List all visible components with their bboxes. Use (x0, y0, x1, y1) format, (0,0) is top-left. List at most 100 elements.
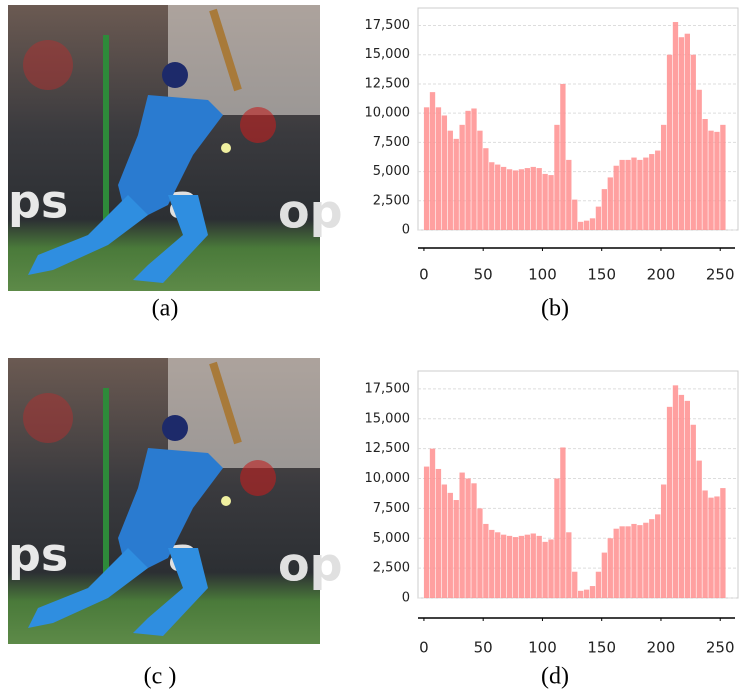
bar (596, 572, 601, 598)
x-tick-label: 50 (474, 266, 493, 284)
x-tick-label: 200 (647, 639, 676, 657)
x-tick-label: 100 (528, 266, 557, 284)
y-tick-label: 5,000 (373, 164, 410, 179)
bar (436, 107, 441, 230)
bar (619, 526, 624, 598)
bar (525, 168, 530, 230)
bar (448, 131, 453, 230)
bar (519, 169, 524, 230)
bar (661, 125, 666, 230)
bar (614, 166, 619, 230)
bar (483, 524, 488, 598)
bar (673, 385, 678, 598)
bar (667, 407, 672, 598)
y-tick-label: 15,000 (365, 411, 411, 426)
bar (584, 221, 589, 230)
photo-a (8, 5, 343, 291)
x-tick-label: 0 (419, 639, 429, 657)
bar (507, 169, 512, 230)
y-tick-label: 0 (402, 223, 410, 238)
bar (637, 160, 642, 230)
bar (489, 530, 494, 598)
bar (566, 160, 571, 230)
bar (708, 498, 713, 598)
y-tick-label: 17,500 (365, 381, 411, 396)
bar (702, 490, 707, 598)
bar (489, 162, 494, 230)
bar (578, 222, 583, 230)
bar (572, 572, 577, 598)
bar (483, 148, 488, 230)
bar (667, 55, 672, 230)
bar (602, 189, 607, 230)
bar (459, 473, 464, 598)
bar (548, 539, 553, 598)
bar (525, 535, 530, 598)
bar (501, 535, 506, 598)
bar (495, 532, 500, 598)
bar (643, 158, 648, 230)
bar (560, 447, 565, 598)
bar (602, 553, 607, 598)
bar (679, 395, 684, 598)
y-tick-label: 2,500 (373, 561, 410, 576)
bar (625, 526, 630, 598)
x-tick-label: 50 (474, 639, 493, 657)
bar (572, 200, 577, 230)
bar (501, 167, 506, 230)
bar (643, 523, 648, 598)
bar (513, 170, 518, 230)
bar (554, 125, 559, 230)
bar (560, 84, 565, 230)
bar (531, 167, 536, 230)
x-tick-label: 200 (647, 266, 676, 284)
bar (649, 154, 654, 230)
bar (584, 590, 589, 598)
bar (548, 175, 553, 230)
bar (673, 22, 678, 230)
y-tick-label: 0 (402, 591, 410, 606)
bar (430, 449, 435, 598)
bar (619, 160, 624, 230)
y-tick-label: 10,000 (365, 106, 411, 121)
bar (424, 107, 429, 230)
bar (685, 401, 690, 598)
x-tick-label: 250 (706, 266, 735, 284)
bar (495, 165, 500, 230)
bar (430, 92, 435, 230)
y-tick-label: 2,500 (373, 193, 410, 208)
y-tick-label: 12,500 (365, 441, 411, 456)
bar (685, 34, 690, 230)
bar (714, 132, 719, 230)
bar (631, 524, 636, 598)
bar (661, 485, 666, 599)
x-tick-label: 150 (587, 266, 616, 284)
x-tick-label: 100 (528, 639, 557, 657)
bar (697, 461, 702, 598)
bar (625, 160, 630, 230)
bar (691, 425, 696, 598)
bar (566, 532, 571, 598)
bar (513, 537, 518, 598)
bar (691, 55, 696, 230)
bar (448, 493, 453, 598)
x-tick-label: 0 (419, 266, 429, 284)
bar (471, 108, 476, 230)
bar (655, 514, 660, 598)
caption: (b) (541, 296, 569, 322)
bar (454, 139, 459, 230)
bar (720, 488, 725, 598)
bar (608, 538, 613, 598)
bar (637, 525, 642, 598)
bar (519, 536, 524, 598)
x-tick-label: 150 (587, 639, 616, 657)
bar (537, 536, 542, 598)
y-tick-label: 12,500 (365, 76, 411, 91)
caption: (d) (541, 664, 569, 690)
bar (531, 533, 536, 598)
bar (631, 158, 636, 230)
bar (649, 519, 654, 598)
bar (459, 125, 464, 230)
bar (477, 131, 482, 230)
bar (708, 131, 713, 230)
